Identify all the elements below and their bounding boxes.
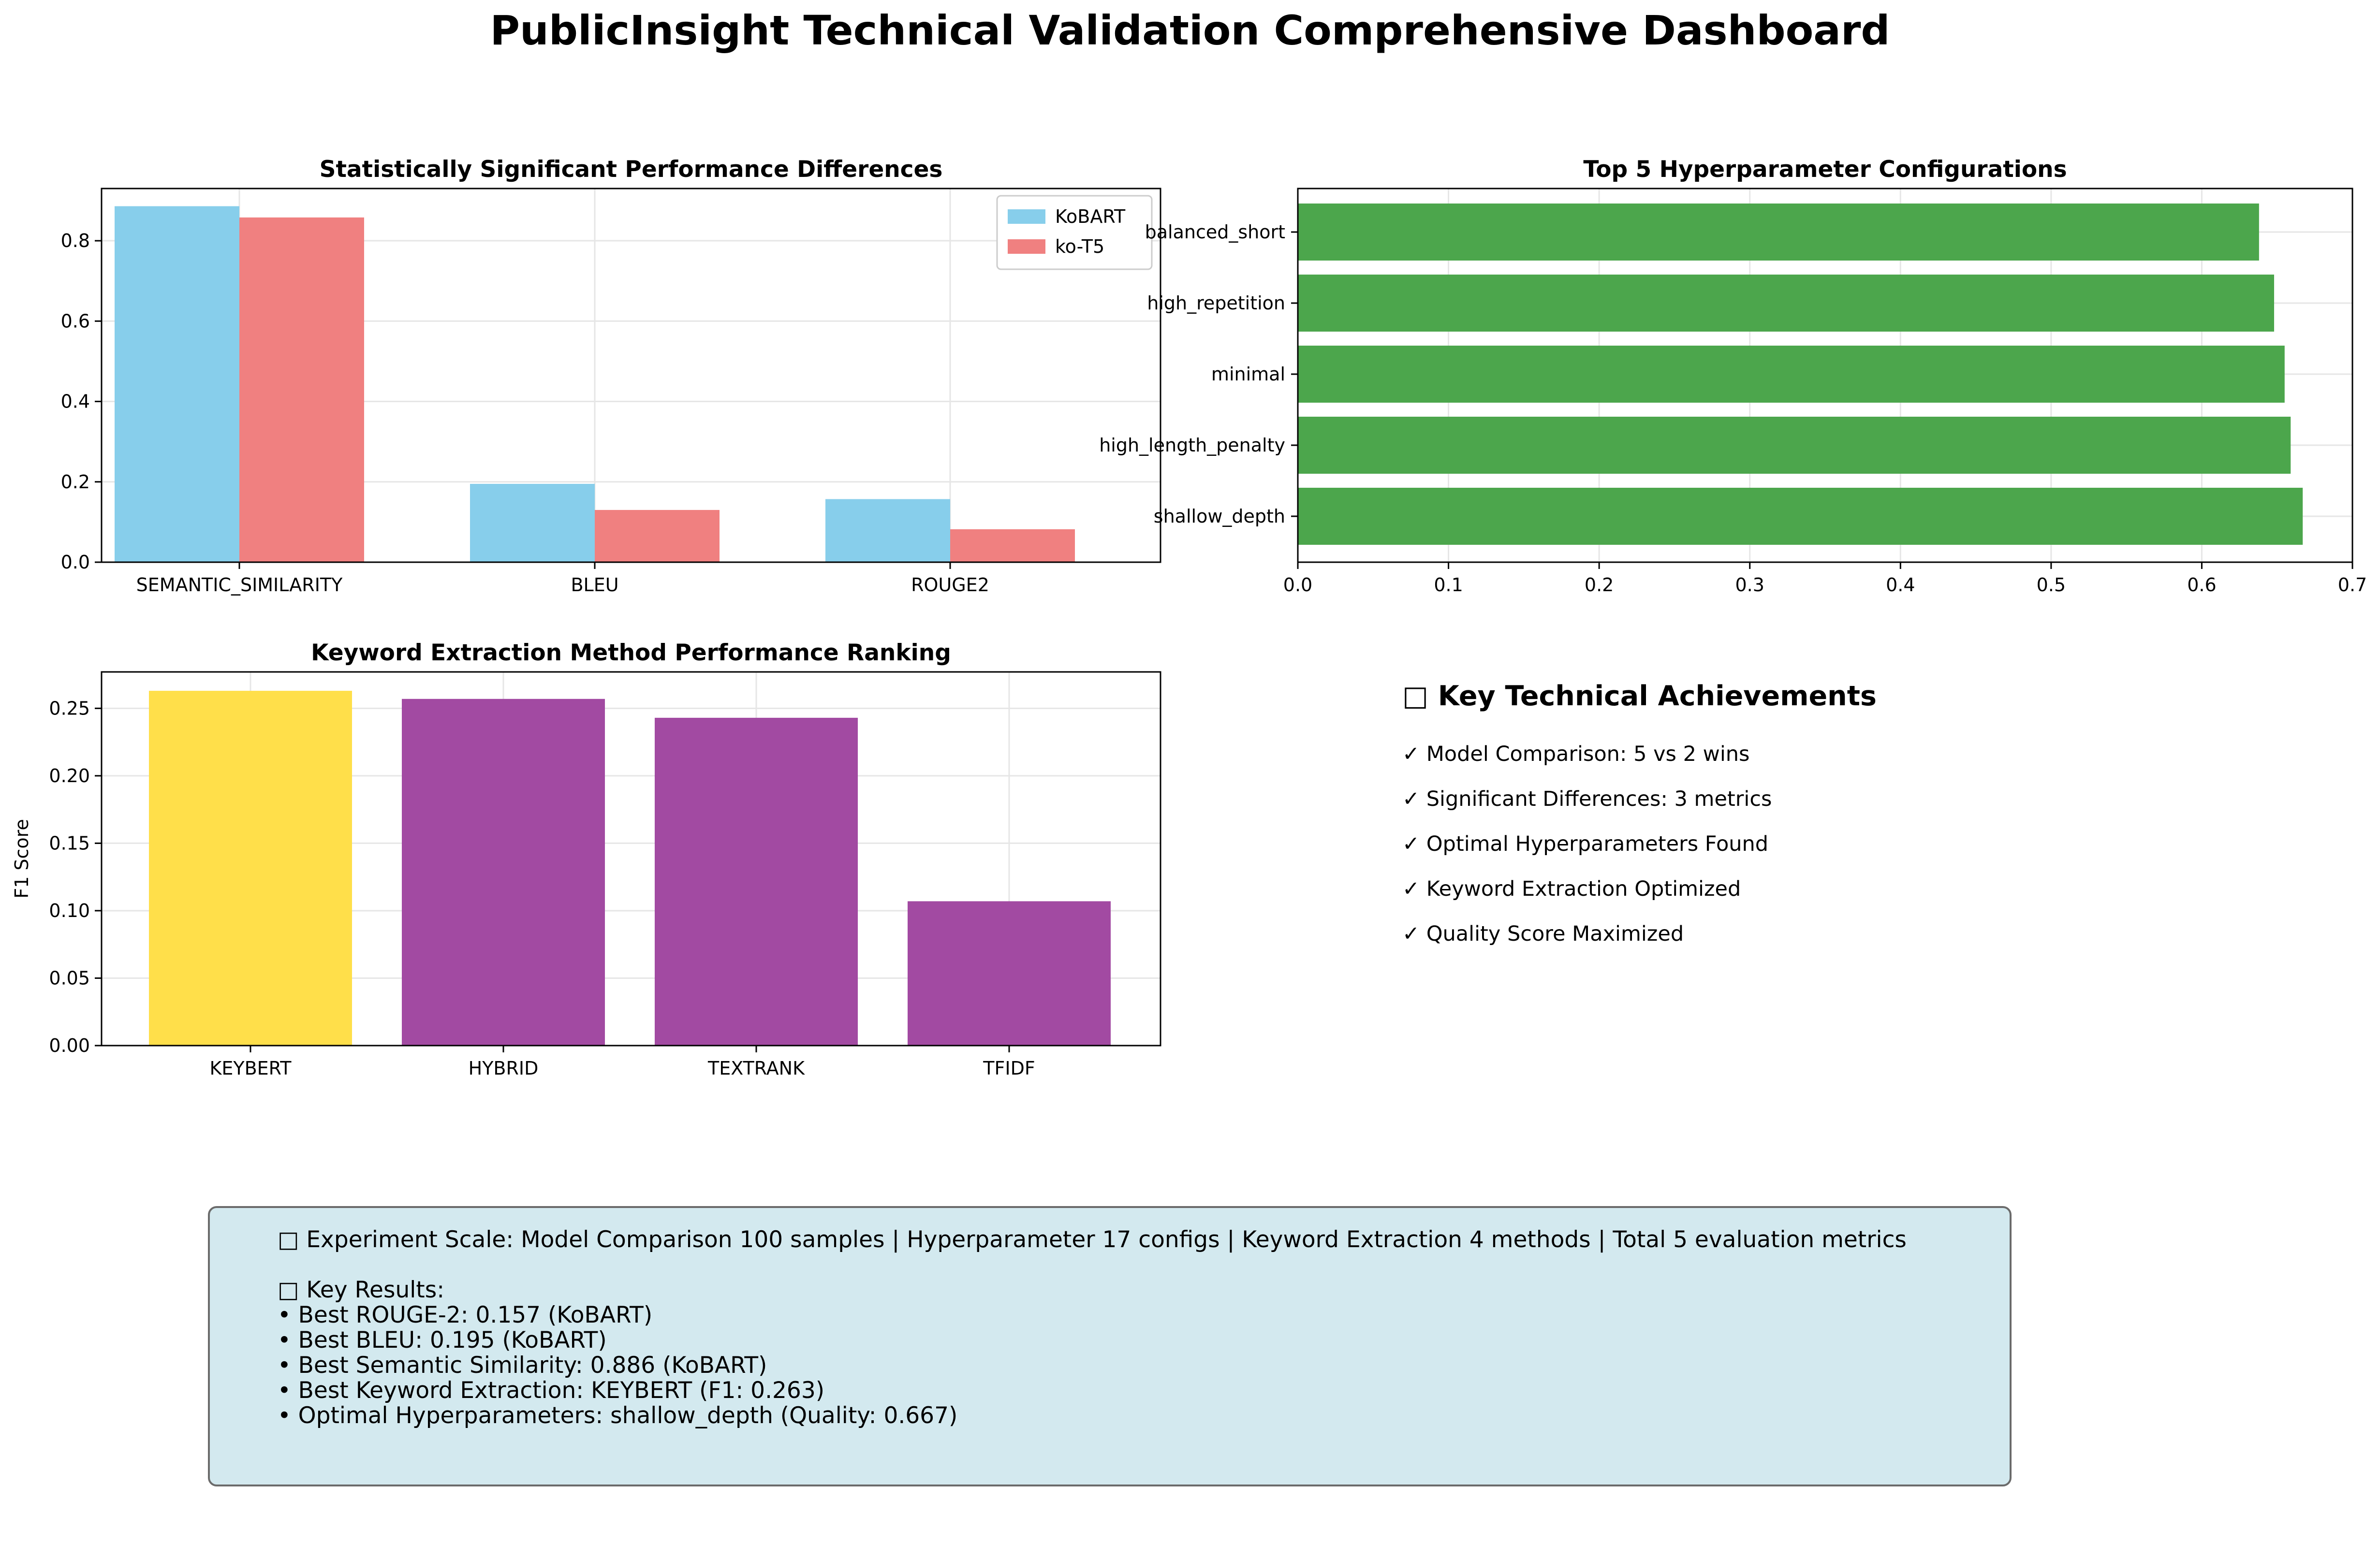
y-tick-label: 0.4	[61, 391, 90, 412]
result-line: • Optimal Hyperparameters: shallow_depth…	[278, 1402, 958, 1429]
x-tick-label: 0.2	[1585, 574, 1614, 596]
achievement-item: ✓ Significant Differences: 3 metrics	[1402, 787, 1772, 811]
chart-title: Statistically Significant Performance Di…	[320, 156, 943, 183]
plot-frame	[101, 671, 1161, 1047]
hyperparameter-bar	[1298, 204, 2259, 261]
summary-box: □ Experiment Scale: Model Comparison 100…	[208, 1206, 2012, 1486]
y-tick-label: 0.20	[49, 765, 90, 786]
y-tick-label: 0.0	[61, 552, 90, 573]
chart-title: Keyword Extraction Method Performance Ra…	[311, 640, 951, 666]
result-line: • Best BLEU: 0.195 (KoBART)	[278, 1327, 607, 1354]
x-tick-label: 0.3	[1735, 574, 1764, 596]
keyword-bar	[908, 901, 1111, 1046]
y-tick-label: high_repetition	[1147, 292, 1285, 314]
legend-label: KoBART	[1055, 206, 1126, 227]
legend-swatch	[1008, 239, 1045, 254]
x-tick-label: HYBRID	[469, 1058, 539, 1079]
achievement-item: ✓ Quality Score Maximized	[1402, 922, 1684, 946]
hyperparameter-bar	[1298, 275, 2274, 332]
legend-label: ko-T5	[1055, 236, 1104, 257]
hyperparameter-bar	[1298, 488, 2303, 545]
achievement-item: ✓ Model Comparison: 5 vs 2 wins	[1402, 742, 1750, 766]
result-line: • Best Keyword Extraction: KEYBERT (F1: …	[278, 1377, 825, 1404]
y-tick-label: minimal	[1211, 364, 1285, 385]
y-tick-label: 0.05	[49, 967, 90, 989]
achievements-heading: □ Key Technical Achievements	[1402, 680, 1877, 712]
keyword-bar	[655, 717, 858, 1046]
result-line: • Best Semantic Similarity: 0.886 (KoBAR…	[278, 1352, 767, 1379]
keyword-bar	[149, 691, 352, 1046]
bar-kobart	[825, 499, 950, 562]
y-tick-label: high_length_penalty	[1099, 435, 1285, 456]
y-tick-label: 0.25	[49, 698, 90, 719]
y-tick-label: 0.15	[49, 832, 90, 854]
x-tick-label: 0.6	[2187, 574, 2216, 596]
y-tick-label: 0.6	[61, 310, 90, 332]
bar-ko-t5	[239, 217, 364, 562]
y-tick-label: 0.8	[61, 230, 90, 251]
bar-kobart	[470, 483, 595, 562]
dashboard-title: PublicInsight Technical Validation Compr…	[490, 7, 1890, 54]
x-tick-label: 0.4	[1886, 574, 1915, 596]
x-tick-label: 0.0	[1283, 574, 1312, 596]
x-tick-label: TFIDF	[983, 1058, 1035, 1079]
x-tick-label: SEMANTIC_SIMILARITY	[136, 574, 343, 596]
experiment-scale-line: □ Experiment Scale: Model Comparison 100…	[278, 1226, 1907, 1253]
y-tick-label: 0.2	[61, 471, 90, 493]
y-tick-label: 0.00	[49, 1035, 90, 1056]
x-tick-label: 0.5	[2037, 574, 2066, 596]
chart-title: Top 5 Hyperparameter Configurations	[1583, 156, 2067, 183]
x-tick-label: BLEU	[571, 574, 618, 596]
bar-ko-t5	[950, 529, 1075, 562]
bar-ko-t5	[595, 509, 720, 562]
hyperparameter-bar	[1298, 346, 2285, 403]
y-tick-label: 0.10	[49, 900, 90, 921]
plot-frame	[101, 188, 1161, 563]
achievement-item: ✓ Optimal Hyperparameters Found	[1402, 832, 1769, 856]
achievements-panel: □ Key Technical Achievements ✓ Model Com…	[1402, 679, 2321, 967]
x-tick-label: 0.1	[1434, 574, 1463, 596]
legend-swatch	[1008, 209, 1045, 224]
result-line: • Best ROUGE-2: 0.157 (KoBART)	[278, 1302, 653, 1328]
plot-frame	[1297, 188, 2353, 563]
x-tick-label: 0.7	[2338, 574, 2367, 596]
y-tick-label: balanced_short	[1145, 221, 1285, 243]
bar-kobart	[115, 206, 239, 563]
y-axis-label: F1 Score	[11, 819, 32, 899]
keyword-bar	[402, 699, 605, 1046]
key-results-heading: □ Key Results:	[278, 1277, 445, 1303]
x-tick-label: TEXTRANK	[707, 1058, 805, 1079]
hyperparameter-bar	[1298, 417, 2291, 474]
x-tick-label: KEYBERT	[209, 1058, 292, 1079]
x-tick-label: ROUGE2	[911, 574, 989, 596]
y-tick-label: shallow_depth	[1154, 506, 1285, 527]
achievement-item: ✓ Keyword Extraction Optimized	[1402, 877, 1741, 901]
